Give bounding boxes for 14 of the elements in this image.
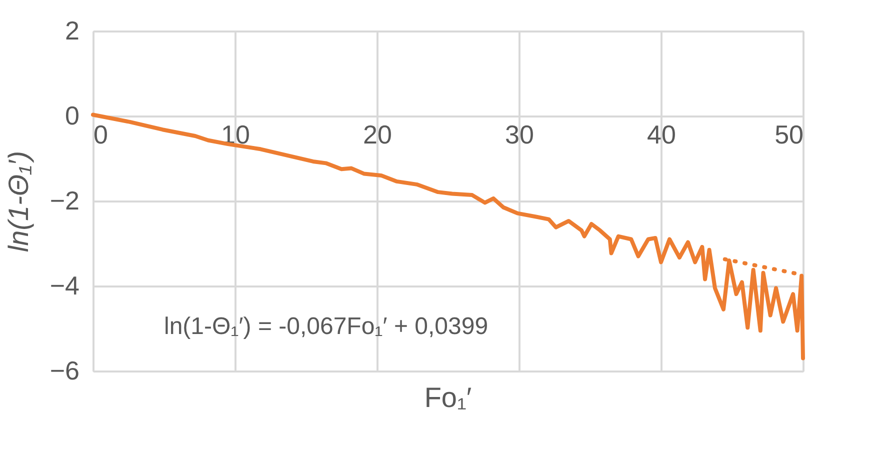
y-tick-label: 0 [65,100,80,130]
x-tick-label: 40 [647,120,676,150]
x-tick-label: 30 [505,120,534,150]
y-tick-label: −2 [50,186,80,216]
y-tick-label: 2 [65,16,80,46]
x-tick-label: 20 [363,120,392,150]
x-tick-label: 0 [94,120,108,150]
y-tick-label: −4 [50,270,80,300]
line-series [91,112,805,360]
x-tick-label: 50 [774,120,804,150]
x-axis-title: Fo₁′ [424,382,472,413]
annotation: ln(1-Θ₁′) = -0,067Fo₁′ + 0,0399 [164,312,488,340]
y-tick-label: −6 [50,356,80,386]
y-axis-title: ln(1-Θ₁′) [2,150,34,252]
